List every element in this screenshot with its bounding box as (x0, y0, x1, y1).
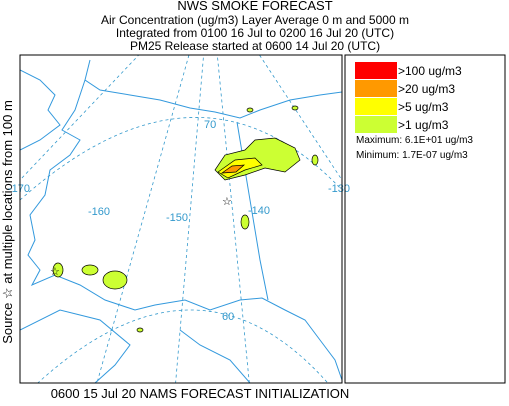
graticule (20, 55, 342, 383)
graticule-label: -150 (166, 212, 188, 224)
graticule-label: 60 (222, 311, 234, 323)
legend: >100 ug/m3 >20 ug/m3 >5 ug/m3 >1 ug/m3 Maxi… (344, 54, 506, 384)
minimum: Minimum: 1.7E-07 ug/m3 (356, 150, 468, 161)
subtitle-line: Air Concentration (ug/m3) Layer Average … (101, 13, 409, 27)
legend-swatch (355, 98, 397, 115)
legend-label: >100 ug/m3 (398, 64, 462, 78)
subtitle-line: PM25 Release started at 0600 14 Jul 20 (… (130, 39, 380, 53)
legend-swatch (355, 116, 397, 133)
map-frame (19, 54, 343, 384)
smoke-plume (52, 105, 319, 333)
title: NWS SMOKE FORECAST (177, 0, 332, 13)
graticule-label: -160 (88, 206, 110, 218)
legend-label: >20 ug/m3 (398, 82, 455, 96)
graticule-label: -140 (248, 205, 270, 217)
legend-label: >1 ug/m3 (398, 118, 449, 132)
legend-label: >5 ug/m3 (398, 100, 449, 114)
map-area: ☆ ☆ -170 -160 -150 -140 -130 70 60 (8, 54, 350, 384)
source-label: Source ☆ at multiple locations from 100 … (0, 100, 15, 344)
footer: 0600 15 Jul 20 NAMS FORECAST INITIALIZAT… (51, 386, 350, 401)
subtitle-line: Integrated from 0100 16 Jul to 0200 16 J… (116, 26, 394, 40)
source-star: ☆ (222, 196, 232, 208)
maximum: Maximum: 6.1E+01 ug/m3 (356, 135, 473, 146)
graticule-label: -130 (328, 183, 350, 195)
source-star: ☆ (50, 266, 60, 278)
legend-swatch (355, 80, 397, 97)
legend-swatch (355, 62, 397, 79)
legend-frame (344, 54, 506, 384)
graticule-label: 70 (204, 119, 216, 131)
graticule-label: -170 (8, 183, 30, 195)
